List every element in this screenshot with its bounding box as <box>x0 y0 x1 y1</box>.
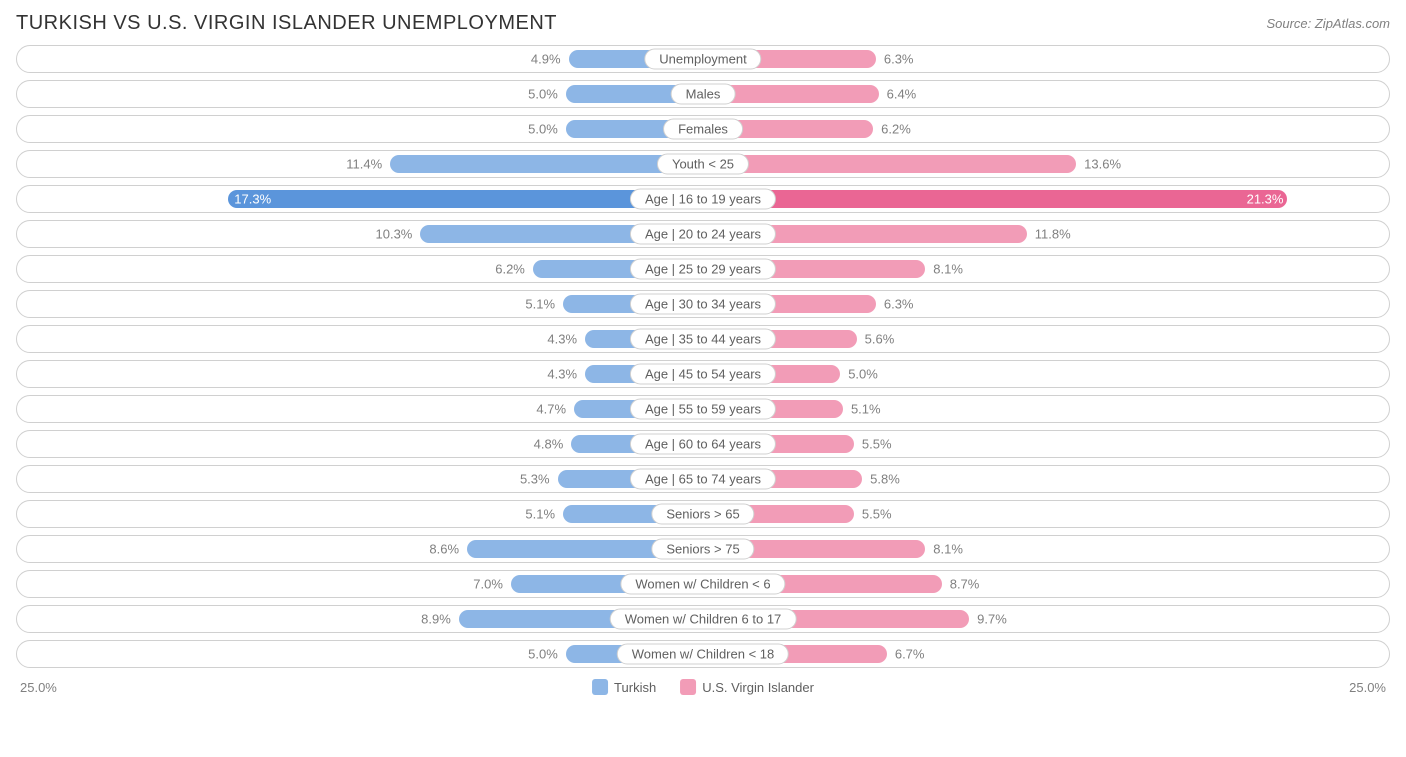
bar-right: 13.6% <box>703 155 1076 173</box>
value-right: 11.8% <box>1027 227 1071 242</box>
category-label: Women w/ Children < 18 <box>617 644 789 665</box>
bar-right: 21.3% <box>703 190 1287 208</box>
value-right: 5.5% <box>854 437 892 452</box>
value-left: 4.7% <box>536 402 574 417</box>
axis-max-right: 25.0% <box>1349 680 1386 695</box>
legend-swatch <box>592 679 608 695</box>
category-label: Age | 65 to 74 years <box>630 469 776 490</box>
category-label: Unemployment <box>644 49 761 70</box>
chart-row: 8.6% 8.1% Seniors > 75 <box>16 535 1390 563</box>
value-left: 4.3% <box>547 367 585 382</box>
chart-row: 5.3% 5.8% Age | 65 to 74 years <box>16 465 1390 493</box>
value-left: 8.9% <box>421 612 459 627</box>
chart-row: 11.4%13.6%Youth < 25 <box>16 150 1390 178</box>
chart-source: Source: ZipAtlas.com <box>1266 16 1390 31</box>
category-label: Age | 16 to 19 years <box>630 189 776 210</box>
value-left: 5.0% <box>528 122 566 137</box>
category-label: Age | 25 to 29 years <box>630 259 776 280</box>
chart-row: 5.0% 6.4% Males <box>16 80 1390 108</box>
value-left: 11.4% <box>346 157 390 172</box>
category-label: Males <box>671 84 736 105</box>
value-right: 8.1% <box>925 262 963 277</box>
value-left: 4.9% <box>531 52 569 67</box>
chart-row: 17.3% 21.3% Age | 16 to 19 years <box>16 185 1390 213</box>
value-right: 6.7% <box>887 647 925 662</box>
value-right: 5.1% <box>843 402 881 417</box>
category-label: Age | 45 to 54 years <box>630 364 776 385</box>
value-right: 6.2% <box>873 122 911 137</box>
chart-row: 5.1% 6.3% Age | 30 to 34 years <box>16 290 1390 318</box>
chart-row: 8.9% 9.7% Women w/ Children 6 to 17 <box>16 605 1390 633</box>
value-right: 21.3% <box>1247 192 1284 207</box>
value-left: 6.2% <box>495 262 533 277</box>
value-left: 5.0% <box>528 647 566 662</box>
value-left: 10.3% <box>376 227 421 242</box>
chart-row: 6.2% 8.1% Age | 25 to 29 years <box>16 255 1390 283</box>
axis-max-left: 25.0% <box>20 680 57 695</box>
legend-label: Turkish <box>614 680 656 695</box>
value-left: 4.3% <box>547 332 585 347</box>
value-right: 5.0% <box>840 367 878 382</box>
legend-item: U.S. Virgin Islander <box>680 679 814 695</box>
category-label: Age | 60 to 64 years <box>630 434 776 455</box>
legend-item: Turkish <box>592 679 656 695</box>
value-left: 17.3% <box>234 192 271 207</box>
value-right: 8.1% <box>925 542 963 557</box>
category-label: Females <box>663 119 743 140</box>
chart-row: 10.3% 11.8% Age | 20 to 24 years <box>16 220 1390 248</box>
category-label: Women w/ Children < 6 <box>620 574 785 595</box>
value-left: 5.1% <box>525 507 563 522</box>
category-label: Age | 35 to 44 years <box>630 329 776 350</box>
value-right: 9.7% <box>969 612 1007 627</box>
value-left: 5.0% <box>528 87 566 102</box>
chart-row: 4.8% 5.5% Age | 60 to 64 years <box>16 430 1390 458</box>
chart-row: 4.7% 5.1% Age | 55 to 59 years <box>16 395 1390 423</box>
legend-swatch <box>680 679 696 695</box>
legend-label: U.S. Virgin Islander <box>702 680 814 695</box>
value-right: 13.6% <box>1076 157 1121 172</box>
legend: Turkish U.S. Virgin Islander <box>592 679 814 695</box>
chart-footer: 25.0% Turkish U.S. Virgin Islander 25.0% <box>16 675 1390 699</box>
value-right: 6.3% <box>876 297 914 312</box>
chart-row: 4.3% 5.0% Age | 45 to 54 years <box>16 360 1390 388</box>
chart-title: TURKISH VS U.S. VIRGIN ISLANDER UNEMPLOY… <box>16 12 557 35</box>
value-right: 6.3% <box>876 52 914 67</box>
category-label: Age | 20 to 24 years <box>630 224 776 245</box>
chart-row: 5.1% 5.5% Seniors > 65 <box>16 500 1390 528</box>
category-label: Age | 30 to 34 years <box>630 294 776 315</box>
category-label: Seniors > 65 <box>651 504 754 525</box>
value-right: 5.5% <box>854 507 892 522</box>
chart-row: 4.3% 5.6% Age | 35 to 44 years <box>16 325 1390 353</box>
value-left: 5.3% <box>520 472 558 487</box>
value-left: 4.8% <box>534 437 572 452</box>
value-right: 8.7% <box>942 577 980 592</box>
category-label: Seniors > 75 <box>651 539 754 560</box>
category-label: Women w/ Children 6 to 17 <box>610 609 797 630</box>
category-label: Age | 55 to 59 years <box>630 399 776 420</box>
category-label: Youth < 25 <box>657 154 749 175</box>
value-left: 7.0% <box>473 577 511 592</box>
value-left: 5.1% <box>525 297 563 312</box>
value-left: 8.6% <box>429 542 467 557</box>
value-right: 5.6% <box>857 332 895 347</box>
chart-row: 4.9% 6.3% Unemployment <box>16 45 1390 73</box>
chart-area: 4.9% 6.3% Unemployment 5.0% 6.4% Males 5.0% 6.2… <box>16 45 1390 668</box>
chart-row: 5.0% 6.2% Females <box>16 115 1390 143</box>
chart-row: 5.0% 6.7% Women w/ Children < 18 <box>16 640 1390 668</box>
chart-row: 7.0% 8.7% Women w/ Children < 6 <box>16 570 1390 598</box>
value-right: 6.4% <box>879 87 917 102</box>
chart-header: TURKISH VS U.S. VIRGIN ISLANDER UNEMPLOY… <box>16 12 1390 35</box>
value-right: 5.8% <box>862 472 900 487</box>
